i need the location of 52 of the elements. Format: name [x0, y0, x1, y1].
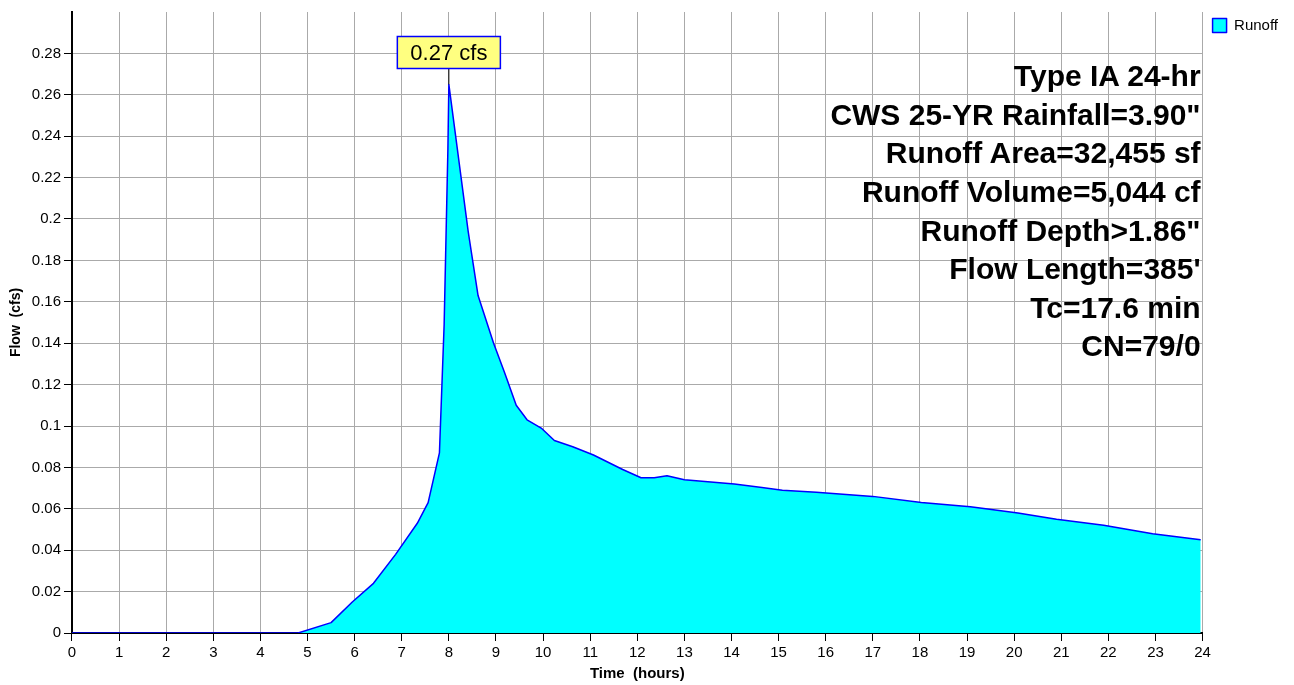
y-tick-label: 0.18	[31, 250, 61, 268]
y-tick-label: 0.04	[31, 540, 61, 558]
x-tick-label: 9	[491, 643, 501, 661]
y-axis-title: Flow (cfs)	[7, 287, 24, 358]
x-tick-label: 8	[444, 643, 454, 661]
x-tick-label: 0	[67, 643, 77, 661]
x-tick-label: 21	[1052, 643, 1070, 661]
x-tick-label: 13	[676, 643, 693, 661]
y-tick-label: 0.16	[31, 291, 61, 309]
annotation: Runoff Area=32,455 sf	[885, 136, 1202, 170]
x-tick-label: 20	[1005, 643, 1023, 661]
x-tick-label: 3	[209, 643, 218, 661]
y-tick-label: 0.14	[31, 333, 61, 351]
annotation: Type IA 24-hr	[1013, 59, 1201, 93]
y-tick-label: 0	[52, 623, 61, 641]
y-tick-label: 0.28	[31, 43, 61, 61]
y-tick-label: 0.24	[31, 126, 61, 144]
x-tick-label: 2	[162, 643, 171, 661]
x-tick-label: 7	[397, 643, 406, 661]
y-tick-label: 0.06	[31, 498, 61, 516]
legend-label: Runoff	[1234, 15, 1279, 33]
x-tick-label: 10	[534, 643, 552, 661]
x-axis-title: Time (hours)	[589, 664, 685, 682]
y-tick-label: 0.1	[40, 416, 61, 434]
x-tick-label: 1	[114, 643, 124, 661]
annotation: Runoff Volume=5,044 cf	[861, 175, 1202, 209]
annotation: Tc=17.6 min	[1030, 290, 1201, 324]
y-tick-label: 0.26	[31, 84, 61, 102]
x-tick-label: 22	[1100, 643, 1117, 661]
annotation: CWS 25-YR Rainfall=3.90"	[830, 97, 1201, 131]
annotation: 0.27 cfs	[410, 39, 488, 65]
y-tick-label: 0.02	[31, 581, 61, 599]
x-tick-label: 16	[817, 643, 835, 661]
x-tick-label: 4	[256, 643, 265, 661]
x-tick-label: 19	[958, 643, 976, 661]
x-tick-label: 5	[303, 643, 312, 661]
x-tick-label: 18	[911, 643, 929, 661]
annotation: Runoff Depth>1.86"	[920, 213, 1201, 247]
x-tick-label: 23	[1147, 643, 1164, 661]
y-tick-label: 0.08	[31, 457, 61, 475]
x-tick-label: 15	[770, 643, 787, 661]
y-tick-label: 0.22	[31, 167, 61, 185]
x-tick-label: 6	[350, 643, 359, 661]
x-tick-label: 11	[582, 643, 598, 661]
x-tick-label: 12	[628, 643, 646, 661]
y-tick-label: 0.2	[40, 209, 61, 227]
annotation: Flow Length=385'	[949, 252, 1201, 286]
y-tick-label: 0.12	[31, 374, 61, 392]
x-tick-label: 14	[723, 643, 740, 661]
x-tick-label: 17	[864, 643, 882, 661]
x-tick-label: 24	[1194, 643, 1211, 661]
annotation: CN=79/0	[1081, 329, 1201, 363]
